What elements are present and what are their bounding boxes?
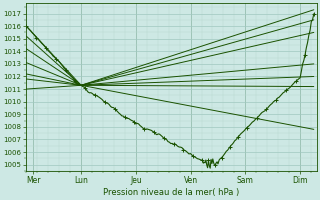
X-axis label: Pression niveau de la mer( hPa ): Pression niveau de la mer( hPa ) — [103, 188, 240, 197]
